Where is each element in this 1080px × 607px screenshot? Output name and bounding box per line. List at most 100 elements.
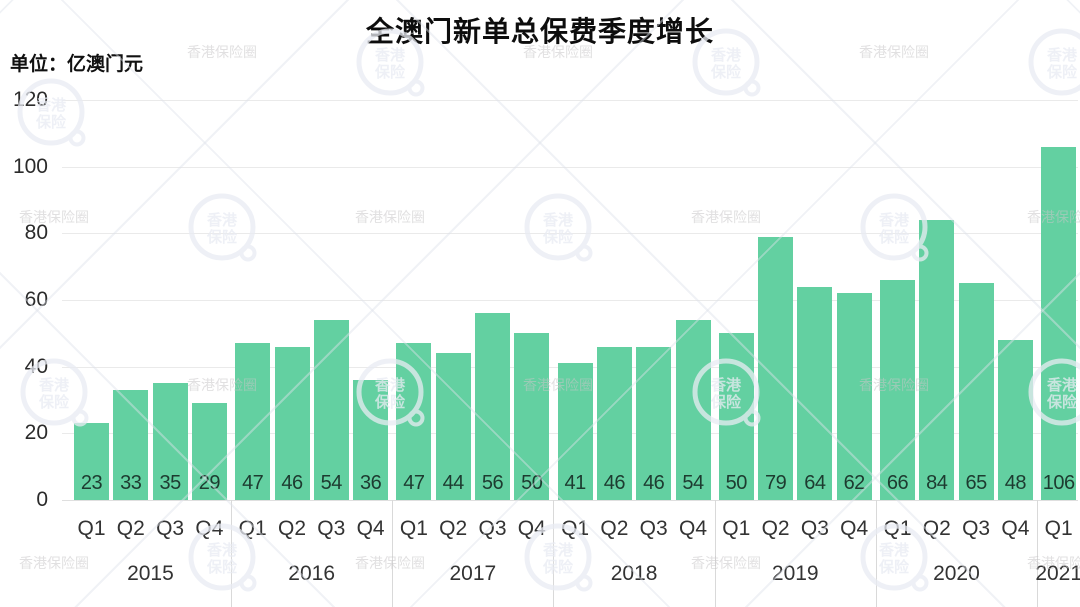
bar-value-label: 48 xyxy=(1004,472,1027,494)
x-axis-quarter-label: Q4 xyxy=(356,517,385,540)
chart-title: 全澳门新单总保费季度增长 xyxy=(365,16,714,47)
x-axis-quarter-label: Q4 xyxy=(1001,517,1030,540)
watermark-text: 香港保险圈 xyxy=(691,555,761,571)
gridline xyxy=(62,100,1078,101)
svg-text:香港: 香港 xyxy=(207,211,238,229)
x-axis-quarter-label: Q2 xyxy=(439,517,468,540)
bar-value-label: 44 xyxy=(442,471,465,494)
svg-text:保险: 保险 xyxy=(38,393,70,411)
bar-value-label: 54 xyxy=(682,472,704,494)
year-separator xyxy=(553,500,555,607)
x-axis-quarter-label: Q1 xyxy=(561,517,590,540)
x-axis-quarter-label: Q1 xyxy=(238,517,267,540)
svg-text:保险: 保险 xyxy=(542,558,574,576)
year-separator xyxy=(875,500,877,607)
y-axis-tick-label: 60 xyxy=(24,288,48,311)
y-axis-tick-label: 80 xyxy=(24,221,48,245)
bar: 56 xyxy=(475,313,510,500)
bar-value-label: 62 xyxy=(843,471,866,494)
bar-value-label: 79 xyxy=(764,471,787,494)
bar-value-label: 46 xyxy=(603,471,626,494)
bar: 84 xyxy=(919,220,955,500)
bar-value-label: 50 xyxy=(725,471,748,494)
x-axis-quarter-label: Q2 xyxy=(761,517,790,540)
year-separator xyxy=(392,500,394,607)
watermark-badge-icon: 香港保险 xyxy=(524,193,593,262)
x-axis-quarter-label: Q3 xyxy=(156,517,185,540)
svg-text:香港: 香港 xyxy=(879,541,910,559)
y-axis-tick-label: 100 xyxy=(12,154,48,178)
bar: 64 xyxy=(797,286,833,500)
svg-text:保险: 保险 xyxy=(206,558,238,576)
x-axis-year-label: 2019 xyxy=(771,562,819,585)
bar-value-label: 66 xyxy=(886,472,909,494)
svg-text:香港: 香港 xyxy=(39,376,70,394)
gridline xyxy=(62,300,1078,301)
bar-value-label: 33 xyxy=(120,472,142,494)
bar: 23 xyxy=(74,423,109,500)
bar-value-label: 64 xyxy=(804,471,826,494)
svg-text:保险: 保险 xyxy=(878,228,910,246)
svg-text:保险: 保险 xyxy=(35,113,67,131)
bar: 65 xyxy=(958,283,994,500)
svg-text:保险: 保险 xyxy=(1046,63,1078,81)
x-axis-year-label: 2015 xyxy=(127,562,174,585)
bar: 50 xyxy=(514,333,550,500)
x-axis-quarter-label: Q1 xyxy=(883,517,912,540)
bar-value-label: 29 xyxy=(198,471,221,494)
bar: 79 xyxy=(758,236,794,500)
x-axis-year-label: 2020 xyxy=(933,562,980,585)
bar: 106 xyxy=(1041,146,1077,500)
x-axis-quarter-label: Q4 xyxy=(678,517,708,540)
x-axis-quarter-label: Q2 xyxy=(922,517,951,540)
svg-text:保险: 保险 xyxy=(374,63,406,81)
bar: 33 xyxy=(113,390,149,500)
bar: 35 xyxy=(152,383,188,500)
x-axis-quarter-label: Q1 xyxy=(1044,517,1073,540)
bar-value-label: 46 xyxy=(281,471,303,494)
x-axis-line xyxy=(62,500,1078,501)
bar: 46 xyxy=(636,346,672,500)
y-axis-tick-label: 120 xyxy=(12,88,48,111)
x-axis-quarter-label: Q4 xyxy=(517,517,546,540)
x-axis-quarter-label: Q1 xyxy=(77,517,106,540)
y-axis-tick-label: 20 xyxy=(24,421,48,445)
bar-value-label: 106 xyxy=(1042,471,1075,494)
svg-text:香港: 香港 xyxy=(879,211,910,229)
year-separator xyxy=(1037,500,1038,607)
year-separator xyxy=(714,500,716,607)
x-axis-quarter-label: Q3 xyxy=(478,517,507,540)
watermark-text: 香港保险圈 xyxy=(691,209,761,225)
watermark-text: 香港保险圈 xyxy=(19,555,89,571)
x-axis-quarter-label: Q3 xyxy=(962,517,991,540)
x-axis-quarter-label: Q3 xyxy=(317,517,346,540)
x-axis-year-label: 2016 xyxy=(288,562,335,585)
watermark-text: 香港保险圈 xyxy=(355,209,425,225)
svg-text:保险: 保险 xyxy=(542,228,574,246)
svg-text:保险: 保险 xyxy=(710,63,742,81)
watermark-badge-icon: 香港保险 xyxy=(188,193,257,262)
svg-text:保险: 保险 xyxy=(878,558,910,576)
watermark-text: 香港保险圈 xyxy=(355,555,425,571)
bar-value-label: 35 xyxy=(159,471,181,494)
bar-value-label: 36 xyxy=(359,472,382,494)
y-axis-tick-label: 0 xyxy=(36,488,48,511)
bar-value-label: 84 xyxy=(926,472,948,494)
x-axis-quarter-label: Q4 xyxy=(840,517,869,540)
svg-text:香港: 香港 xyxy=(543,541,574,559)
bar: 54 xyxy=(675,320,711,500)
x-axis-quarter-label: Q2 xyxy=(600,517,629,540)
bar: 54 xyxy=(313,320,349,500)
x-axis-quarter-label: Q1 xyxy=(399,517,428,540)
bar-value-label: 54 xyxy=(320,472,343,494)
x-axis-quarter-label: Q1 xyxy=(722,517,751,540)
bar: 41 xyxy=(557,363,593,500)
svg-text:保险: 保险 xyxy=(206,228,238,246)
bar-value-label: 23 xyxy=(80,471,103,494)
bar: 46 xyxy=(274,346,310,500)
svg-text:香港: 香港 xyxy=(543,211,574,229)
bar: 50 xyxy=(718,333,754,500)
